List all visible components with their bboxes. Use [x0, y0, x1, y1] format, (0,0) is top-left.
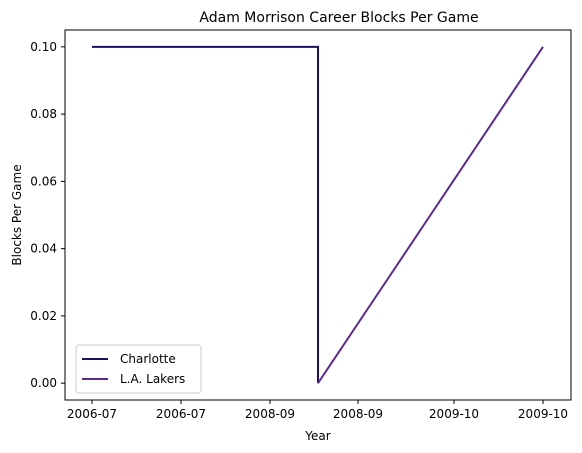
y-tick-label: 0.04	[30, 242, 57, 256]
y-axis-label: Blocks Per Game	[10, 164, 24, 265]
legend-label: Charlotte	[120, 352, 176, 366]
chart-title: Adam Morrison Career Blocks Per Game	[199, 10, 478, 26]
y-tick-label: 0.08	[30, 107, 57, 121]
series-layer	[92, 45, 544, 384]
legend-box	[75, 344, 202, 394]
x-tick-label: 2006-07	[67, 407, 117, 421]
x-axis-ticks: 2006-07 2006-07 2008-09 2008-09 2009-10 2009-…	[67, 400, 568, 421]
legend: Charlotte L.A. Lakers	[75, 344, 202, 394]
axes-frame	[64, 29, 572, 401]
y-tick-label: 0.02	[30, 309, 57, 323]
plot-area	[64, 29, 572, 401]
y-tick-label: 0.06	[30, 174, 57, 188]
y-axis-ticks: 0.00 0.02 0.04 0.06 0.08 0.10	[30, 40, 65, 390]
x-tick-label: 2006-07	[156, 407, 206, 421]
y-tick-label: 0.00	[30, 376, 57, 390]
x-axis-label: Year	[304, 429, 330, 443]
x-tick-label: 2009-10	[429, 407, 479, 421]
series-line-charlotte	[92, 45, 319, 384]
y-tick-label: 0.10	[30, 40, 57, 54]
x-tick-label: 2008-09	[245, 407, 295, 421]
x-tick-label: 2009-10	[518, 407, 568, 421]
series-line-l-a-lakers	[317, 46, 544, 384]
x-tick-label: 2008-09	[333, 407, 383, 421]
legend-label: L.A. Lakers	[120, 372, 185, 386]
